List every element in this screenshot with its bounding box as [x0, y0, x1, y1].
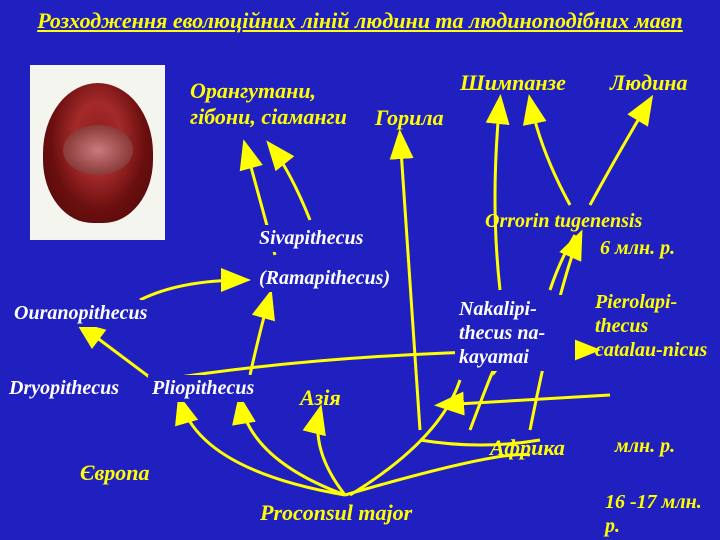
label-dryopithecus: Dryopithecus: [5, 375, 123, 402]
primate-illustration: [30, 65, 165, 240]
label-asia: Азія: [300, 385, 341, 411]
label-pierolapithecus: Pierolapi-thecus catalau-nicus: [595, 290, 715, 362]
label-orrorin: Orrorin tugenensis: [485, 210, 642, 233]
label-europe: Європа: [80, 460, 150, 486]
label-gorilla: Горила: [375, 105, 444, 131]
label-orrorin-age: 6 млн. р.: [600, 237, 675, 260]
label-age-bottom: 16 -17 млн. р.: [605, 490, 715, 538]
label-nakalipithecus: Nakalipi-thecus na-kayamai: [455, 295, 575, 371]
label-age-mid: млн. р.: [615, 435, 675, 458]
label-africa: Африка: [490, 435, 565, 461]
label-ouranopithecus: Ouranopithecus: [10, 300, 151, 327]
label-proconsul: Proconsul major: [260, 500, 412, 526]
label-pliopithecus: Pliopithecus: [148, 375, 258, 402]
label-sivapithecus: Sivapithecus: [255, 225, 367, 252]
diagram-title: Розходження еволюційних ліній людини та …: [0, 8, 720, 34]
label-orangutans: Орангутани, гібони, сіаманги: [190, 78, 350, 131]
label-human: Людина: [610, 70, 688, 96]
label-ramapithecus: (Ramapithecus): [255, 265, 394, 292]
label-chimpanzee: Шимпанзе: [460, 70, 566, 96]
